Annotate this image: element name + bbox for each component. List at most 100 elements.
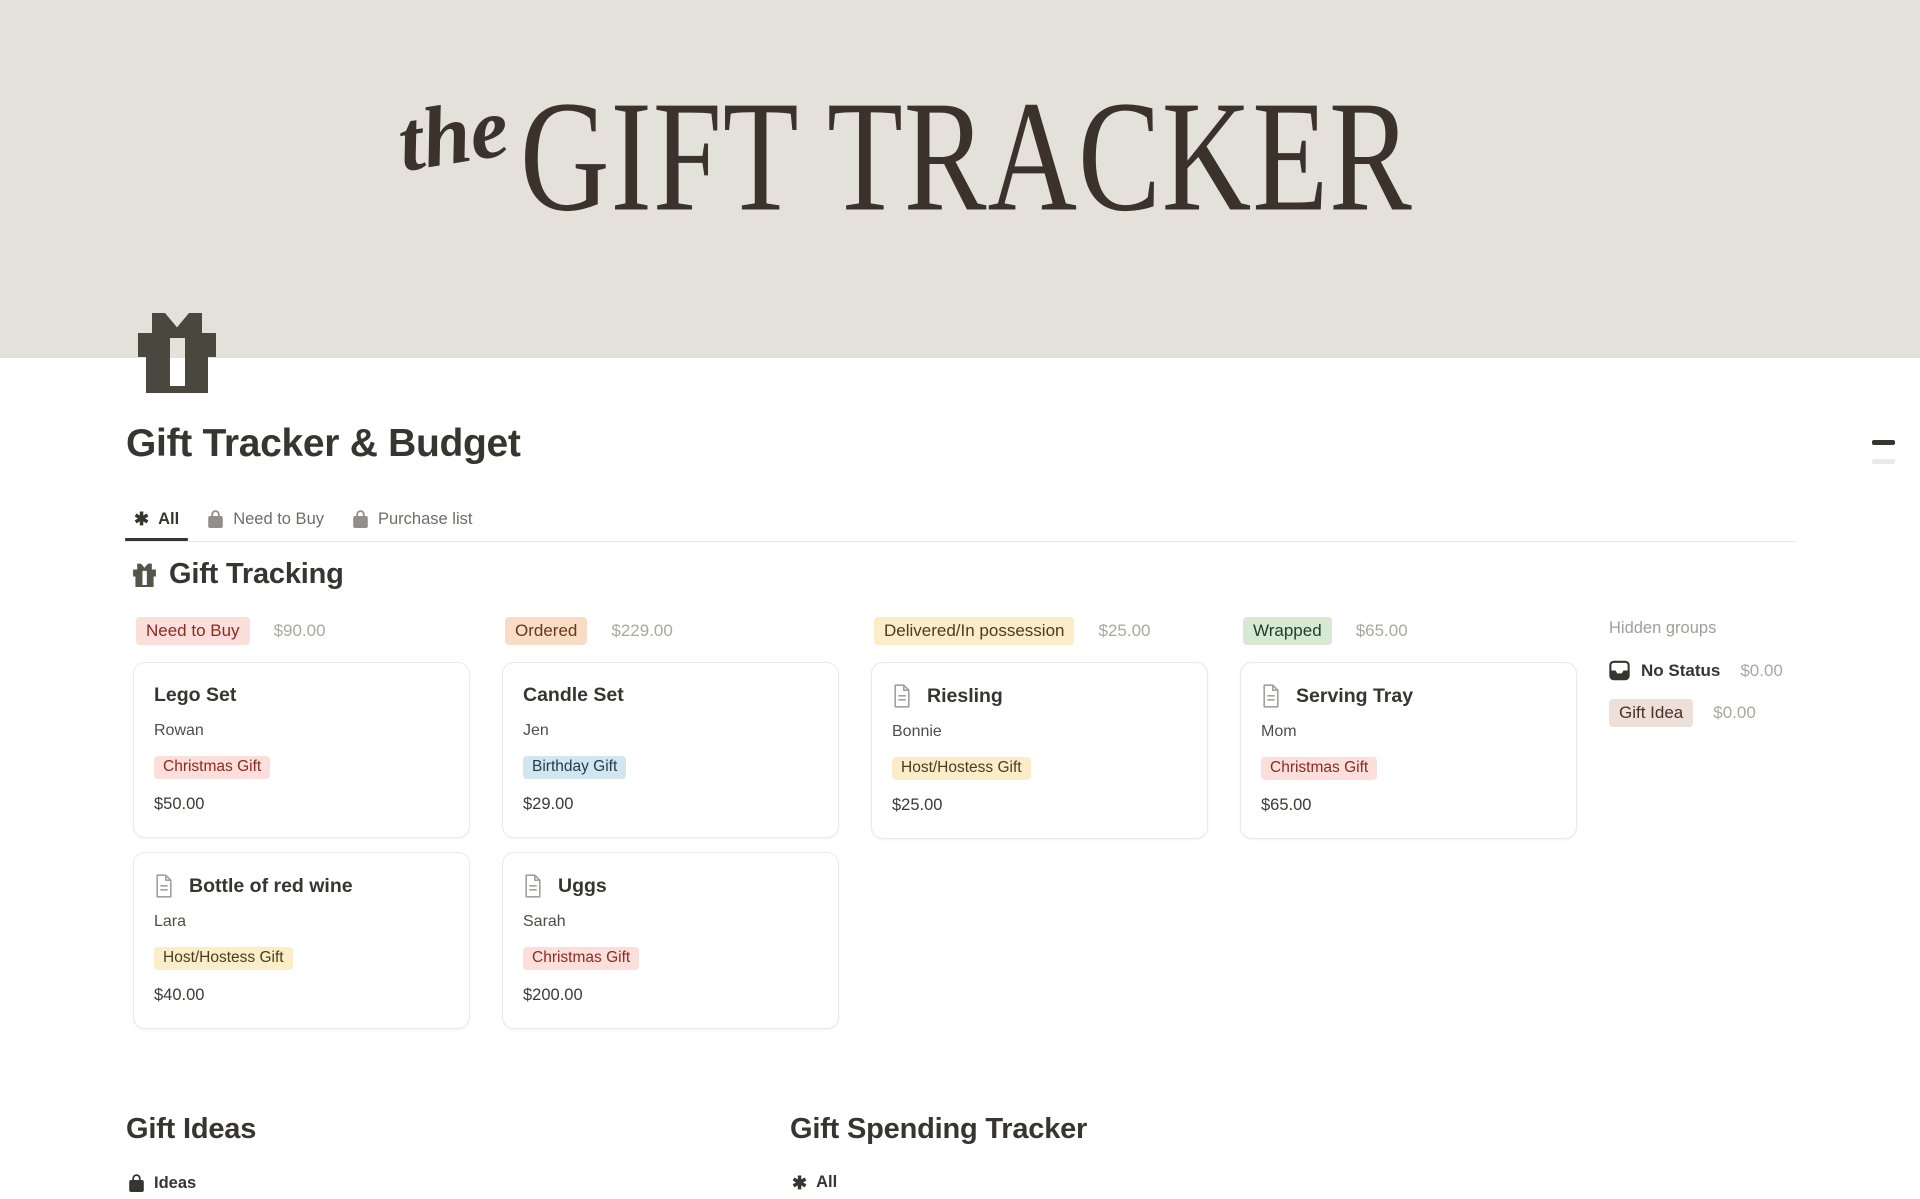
card-person: Rowan [154,722,204,739]
card-price: $65.00 [1261,796,1312,814]
status-badge[interactable]: Delivered/In possession [874,616,1075,646]
column-header: Need to Buy $90.00 [133,616,470,646]
card-price: $200.00 [523,986,583,1004]
hidden-group-total: $0.00 [1740,660,1783,680]
hidden-group-row[interactable]: No Status $0.00 [1609,660,1809,681]
gift-card[interactable]: Riesling Bonnie Host/Hostess Gift $25.00 [871,662,1208,839]
hidden-group-badge[interactable]: Gift Idea [1609,699,1694,728]
board-column: Need to Buy $90.00 Lego Set Rowan Christmas … [133,616,470,1029]
status-badge[interactable]: Wrapped [1243,616,1332,646]
asterisk-icon: ✱ [792,1172,808,1193]
card-price: $40.00 [154,986,205,1004]
tab-all[interactable]: ✱ All [790,1173,1087,1192]
bottom-section-heading: Gift Spending Tracker [790,1113,1088,1145]
board-column: Wrapped $65.00 Serving Tray Mom Christmas Gi… [1240,616,1577,839]
tab-label: All [816,1173,838,1191]
card-title: Bottle of red wine [189,874,353,897]
hidden-groups-column: Hidden groups No Status $0.00 Gift Idea $0.0… [1609,616,1809,745]
card-title: Lego Set [154,684,237,706]
board-column: Delivered/In possession $25.00 Riesling Bon… [871,616,1208,839]
hidden-group-row[interactable]: Gift Idea $0.00 [1609,699,1809,728]
column-header: Ordered $229.00 [502,616,839,646]
card-title-row: Lego Set [154,684,236,707]
card-tag[interactable]: Christmas Gift [523,947,640,970]
board-column: Ordered $229.00 Candle Set Jen Birthday Gift… [502,616,839,1029]
tabs-divider [125,541,1796,542]
card-person: Sarah [523,913,566,930]
card-person: Mom [1261,723,1297,740]
card-tag[interactable]: Christmas Gift [1261,757,1378,780]
card-title-row: Bottle of red wine [154,874,353,898]
tab-label: All [158,509,180,528]
column-cards: Lego Set Rowan Christmas Gift $50.00 Bottle … [133,662,470,1029]
status-badge[interactable]: Ordered [505,616,588,646]
card-title: Serving Tray [1296,684,1414,707]
column-cards: Candle Set Jen Birthday Gift $29.00 Uggs Sara… [502,662,839,1029]
gift-card[interactable]: Candle Set Jen Birthday Gift $29.00 [502,662,839,838]
page-title: Gift Tracker & Budget [126,422,521,465]
column-total: $65.00 [1355,621,1408,640]
column-total: $229.00 [611,621,673,640]
asterisk-icon: ✱ [134,509,150,529]
page-document-icon [154,874,174,898]
card-person: Lara [154,913,187,930]
shopping-bag-icon [207,509,224,529]
page-document-icon [892,684,912,708]
card-title-row: Uggs [523,874,607,898]
minus-icon-faded [1872,459,1895,464]
hidden-groups-label: Hidden groups [1609,619,1717,637]
bottom-section-heading: Gift Ideas [126,1113,257,1145]
column-total: $90.00 [273,621,326,640]
card-price: $25.00 [892,796,943,814]
tab-label: Purchase list [378,509,473,528]
gift-card[interactable]: Serving Tray Mom Christmas Gift $65.00 [1240,662,1577,839]
gift-tracking-heading: Gift Tracking [133,558,344,591]
column-cards: Serving Tray Mom Christmas Gift $65.00 [1240,662,1577,839]
shopping-bag-icon [128,1173,145,1193]
card-price: $29.00 [523,795,574,813]
tab-purchase-list[interactable]: Purchase list [343,499,481,539]
tab-label: Need to Buy [233,509,324,528]
card-price: $50.00 [154,795,205,813]
gift-card[interactable]: Lego Set Rowan Christmas Gift $50.00 [133,662,470,838]
column-cards: Riesling Bonnie Host/Hostess Gift $25.00 [871,662,1208,839]
card-title: Candle Set [523,684,624,706]
banner-logo-title: GIFT TRACKER [520,68,1413,245]
column-header: Wrapped $65.00 [1240,616,1577,646]
column-total: $25.00 [1098,621,1151,640]
card-person: Jen [523,722,549,739]
card-tag[interactable]: Host/Hostess Gift [154,947,293,970]
card-tag[interactable]: Christmas Gift [154,756,271,779]
tab-need-to-buy[interactable]: Need to Buy [198,499,333,539]
collapse-view-button[interactable] [1872,440,1896,466]
card-tag[interactable]: Birthday Gift [523,756,627,779]
card-title: Riesling [927,684,1003,707]
card-title-row: Candle Set [523,684,624,707]
card-title: Uggs [558,874,607,897]
page-document-icon [1261,684,1281,708]
card-title-row: Serving Tray [1261,684,1413,708]
hidden-group-total: $0.00 [1713,703,1756,723]
shopping-bag-icon [352,509,369,529]
page-cover-banner: the GIFT TRACKER [0,0,1920,358]
hidden-group-name: No Status [1641,660,1721,680]
status-badge[interactable]: Need to Buy [136,616,250,646]
view-tabs: ✱ All Need to Buy Purchase list [125,499,481,541]
card-tag[interactable]: Host/Hostess Gift [892,757,1031,780]
inbox-icon [1609,660,1630,681]
page-document-icon [523,874,543,898]
banner-logo-prefix: the [391,77,515,191]
bottom-section-gift-ideas: Gift Ideas Ideas [126,1113,256,1193]
bottom-section-gift-spending-tracker: Gift Spending Tracker ✱ All [790,1113,1087,1192]
board-columns: Need to Buy $90.00 Lego Set Rowan Christmas … [133,616,1809,1029]
gift-box-icon[interactable] [138,311,216,393]
minus-icon [1872,440,1895,445]
gift-card[interactable]: Bottle of red wine Lara Host/Hostess Gift $… [133,852,470,1029]
gift-icon [133,563,156,587]
tab-ideas[interactable]: Ideas [126,1173,256,1193]
gift-card[interactable]: Uggs Sarah Christmas Gift $200.00 [502,852,839,1029]
section-title: Gift Tracking [169,558,344,590]
card-person: Bonnie [892,723,942,740]
tab-all[interactable]: ✱ All [125,499,189,541]
